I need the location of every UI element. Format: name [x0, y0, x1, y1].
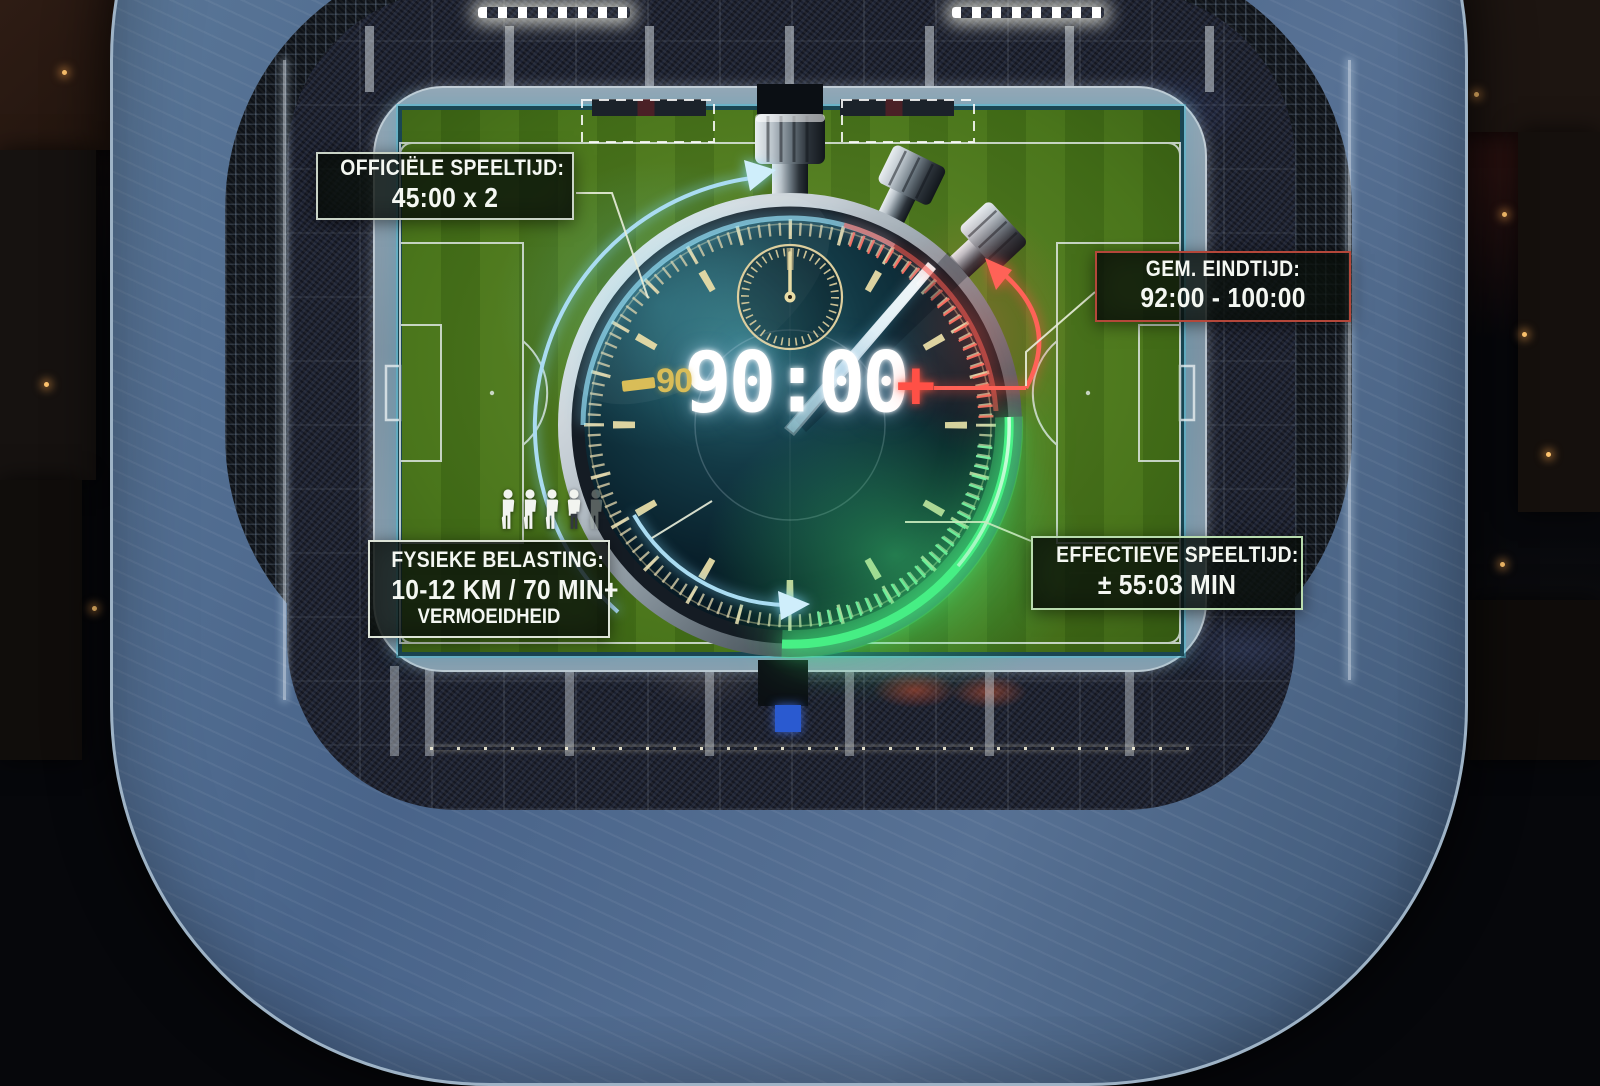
street-light	[62, 70, 67, 75]
street-light	[1522, 332, 1527, 337]
dial-scale-label: 90	[656, 362, 693, 400]
callout-title: FYSIEKE BELASTING:	[391, 547, 605, 573]
ninety-minute-marker	[621, 377, 656, 392]
street-light	[1546, 452, 1551, 457]
overtime-plus-sign: +	[896, 346, 936, 423]
arrowhead	[778, 591, 810, 620]
player-icon	[545, 489, 559, 529]
callout-title: OFFICIËLE SPEELTIJD:	[340, 155, 565, 181]
building-block	[1468, 600, 1600, 760]
dugout-bench	[592, 99, 706, 116]
player-icon	[567, 489, 581, 529]
arrowhead	[744, 160, 776, 191]
callout-effective-playing-time: EFFECTIEVE SPEELTIJD: ± 55:03 MIN	[1031, 536, 1303, 610]
teal-glow	[495, 160, 825, 450]
building-block	[0, 150, 96, 480]
players-tunnel	[757, 84, 823, 116]
player-icons-row	[499, 489, 605, 533]
stopwatch-overlay	[384, 99, 1196, 705]
callout-value: ± 55:03 MIN	[1097, 568, 1237, 600]
callout-value: 45:00 x 2	[391, 181, 499, 213]
dashed-highlight-boxes	[581, 99, 975, 143]
goal-right	[1178, 364, 1196, 422]
floodlight-bar	[478, 7, 630, 18]
callout-connectors	[576, 192, 1096, 542]
arrowhead	[985, 258, 1012, 290]
callout-subtitle: VERMOEIDHEID	[417, 604, 561, 628]
green-glow	[705, 405, 1085, 705]
stand-rail-light	[283, 60, 286, 700]
small-video-screen	[775, 705, 801, 732]
sub-dial	[736, 243, 844, 351]
player-icon-faded	[589, 489, 603, 529]
stand-edge-lights	[430, 747, 1190, 750]
street-light	[1502, 212, 1507, 217]
street-light	[44, 382, 49, 387]
player-icon	[523, 489, 537, 529]
building-block	[0, 480, 82, 760]
digital-time-display: 90:00	[684, 334, 910, 432]
building-block	[1518, 132, 1600, 512]
stopwatch-body	[495, 160, 1085, 705]
callout-title: EFFECTIEVE SPEELTIJD:	[1056, 542, 1299, 568]
building-block	[1452, 0, 1600, 132]
callout-average-end-time: GEM. EINDTIJD: 92:00 - 100:00	[1095, 251, 1351, 322]
callout-title: GEM. EINDTIJD:	[1145, 255, 1301, 281]
callout-physical-load: FYSIEKE BELASTING: 10-12 KM / 70 MIN+ VE…	[368, 540, 619, 638]
chronograph-hand	[784, 252, 968, 436]
stand-rail-light	[1348, 60, 1351, 680]
cyan-bezel-arc	[580, 215, 896, 426]
stand-pillars-top	[365, 26, 1240, 92]
callout-official-playing-time: OFFICIËLE SPEELTIJD: 45:00 x 2	[316, 152, 574, 220]
player-icon	[501, 489, 515, 529]
street-light	[1474, 92, 1479, 97]
callout-value: 10-12 KM / 70 MIN+	[391, 573, 619, 605]
floodlight-bar	[952, 7, 1104, 18]
callout-value: 92:00 - 100:00	[1140, 282, 1306, 314]
goal-left	[384, 364, 402, 422]
street-light	[1500, 562, 1505, 567]
red-overtime-arrow	[934, 258, 1042, 390]
street-light	[92, 606, 97, 611]
red-bezel-arc	[843, 222, 999, 412]
